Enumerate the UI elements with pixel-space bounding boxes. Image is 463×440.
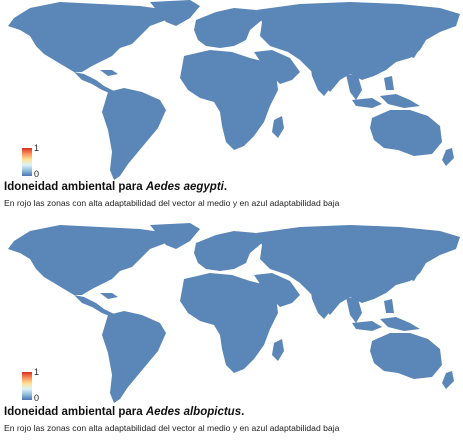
color-scale-legend: 1 0 <box>20 367 50 405</box>
land-base <box>8 0 460 180</box>
species-name: Aedes albopictus <box>145 406 242 418</box>
legend-max-label: 1 <box>34 143 40 153</box>
caption-title: Idoneidad ambiental para Aedes albopictu… <box>4 406 244 418</box>
caption-title-suffix: . <box>223 181 228 193</box>
map-panel-albopictus: 1 0 Idoneidad ambiental para Aedes albop… <box>0 222 463 440</box>
legend-min-label: 0 <box>34 169 40 179</box>
caption-title-suffix: . <box>241 406 245 418</box>
land-base <box>8 223 460 403</box>
color-gradient-bar <box>22 148 32 176</box>
color-gradient-bar <box>22 372 32 400</box>
map-panel-aegypti: 1 0 Idoneidad ambiental para Aedes aegyp… <box>0 0 463 218</box>
species-name: Aedes aegypti <box>145 181 224 193</box>
caption-title: Idoneidad ambiental para Aedes aegypti. <box>4 181 227 193</box>
world-map-aegypti <box>8 0 460 180</box>
caption-title-prefix: Idoneidad ambiental para <box>4 406 146 418</box>
caption-title-prefix: Idoneidad ambiental para <box>4 181 146 193</box>
color-scale-legend: 1 0 <box>20 143 50 181</box>
legend-min-label: 0 <box>34 393 40 403</box>
legend-max-label: 1 <box>34 367 40 377</box>
caption-subtitle: En rojo las zonas con alta adaptabilidad… <box>4 423 340 433</box>
caption-subtitle: En rojo las zonas con alta adaptabilidad… <box>4 198 340 208</box>
world-map-albopictus <box>8 223 460 403</box>
